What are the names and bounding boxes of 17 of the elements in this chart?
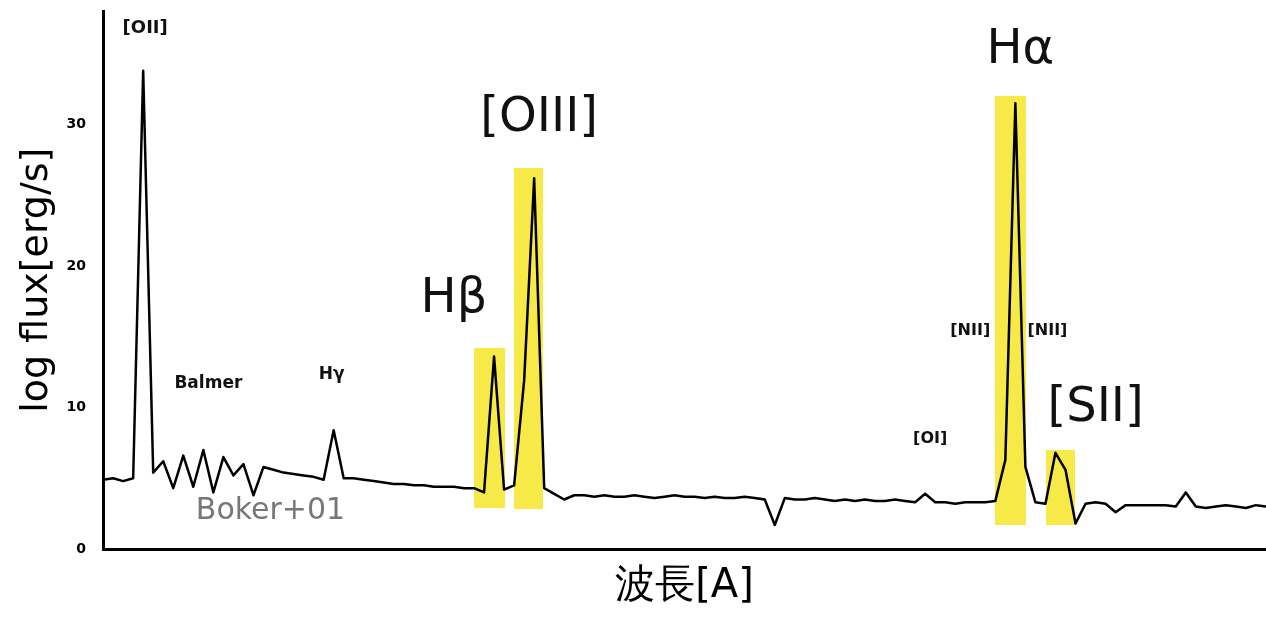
annotation: [OIII] [480, 86, 599, 143]
annotation: Hγ [318, 363, 345, 384]
y-tick-label: 30 [66, 115, 87, 132]
y-axis-title: log flux[erg/s] [11, 147, 56, 413]
annotation: Hα [986, 18, 1055, 75]
annotation: [SII] [1047, 376, 1144, 433]
y-tick-label: 10 [66, 398, 87, 415]
y-tick-label: 0 [76, 539, 87, 556]
annotation: [OI] [913, 427, 948, 447]
x-axis-title: 波長[A] [615, 560, 754, 607]
annotation: Hβ [420, 267, 488, 324]
y-tick-label: 20 [66, 256, 87, 273]
annotation: [NII] [1027, 320, 1068, 340]
annotation: Boker+01 [195, 490, 346, 526]
annotation: Balmer [174, 371, 243, 392]
annotation: [NII] [950, 320, 991, 340]
annotation: [OII] [122, 16, 168, 38]
